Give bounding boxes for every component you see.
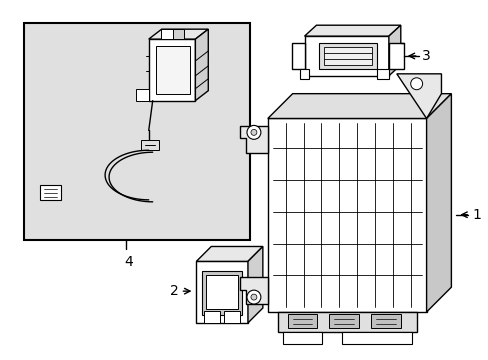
Polygon shape: [370, 314, 400, 328]
Polygon shape: [148, 29, 208, 39]
Text: 4: 4: [124, 255, 133, 269]
Polygon shape: [195, 29, 208, 100]
Polygon shape: [240, 277, 267, 304]
Polygon shape: [40, 185, 61, 200]
Polygon shape: [172, 29, 184, 39]
Text: 1: 1: [471, 208, 480, 222]
Polygon shape: [376, 69, 388, 79]
Polygon shape: [328, 314, 358, 328]
Polygon shape: [202, 271, 242, 315]
Circle shape: [250, 129, 256, 135]
Polygon shape: [342, 332, 411, 344]
Polygon shape: [319, 43, 376, 69]
Bar: [24, 23, 249, 239]
Polygon shape: [196, 261, 247, 323]
Polygon shape: [388, 43, 403, 69]
Text: 2: 2: [169, 284, 178, 298]
Polygon shape: [396, 74, 441, 118]
Polygon shape: [148, 39, 195, 100]
Circle shape: [410, 78, 422, 90]
Polygon shape: [240, 126, 267, 153]
Text: 3: 3: [421, 49, 429, 63]
Polygon shape: [155, 46, 190, 94]
Polygon shape: [426, 94, 450, 312]
Polygon shape: [304, 25, 400, 36]
Polygon shape: [224, 311, 240, 323]
Polygon shape: [287, 314, 317, 328]
Polygon shape: [204, 311, 220, 323]
Polygon shape: [324, 47, 371, 65]
Polygon shape: [196, 247, 263, 261]
Polygon shape: [291, 43, 304, 69]
Polygon shape: [267, 94, 450, 118]
Polygon shape: [388, 25, 400, 76]
Polygon shape: [141, 140, 158, 150]
Polygon shape: [299, 69, 309, 79]
Polygon shape: [136, 89, 148, 100]
Polygon shape: [304, 36, 388, 76]
Polygon shape: [282, 332, 322, 344]
Polygon shape: [247, 247, 263, 323]
Polygon shape: [277, 312, 416, 332]
Circle shape: [246, 125, 260, 139]
Polygon shape: [206, 275, 238, 309]
Polygon shape: [161, 29, 172, 39]
Circle shape: [246, 290, 260, 304]
Polygon shape: [267, 118, 426, 312]
Circle shape: [250, 294, 256, 300]
